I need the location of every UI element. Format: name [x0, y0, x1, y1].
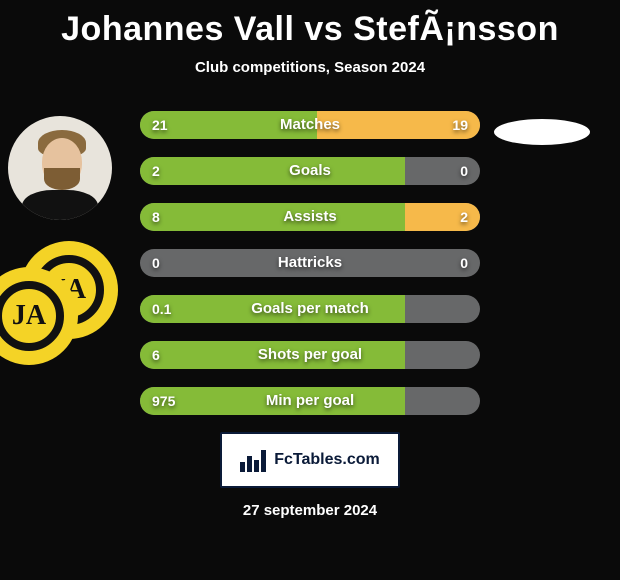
player-right-placeholder	[494, 119, 590, 145]
brand-text: FcTables.com	[274, 451, 380, 469]
stat-row: 0.1Goals per match	[140, 295, 480, 323]
player-left-avatar	[8, 116, 112, 220]
comparison-area: JA JA 2119Matches20Goals82Assists00Hattr…	[0, 111, 620, 431]
stat-row: 00Hattricks	[140, 249, 480, 277]
stat-row: 82Assists	[140, 203, 480, 231]
stat-row: 975Min per goal	[140, 387, 480, 415]
stat-label: Goals per match	[140, 295, 480, 323]
stat-row: 20Goals	[140, 157, 480, 185]
stat-row: 6Shots per goal	[140, 341, 480, 369]
stat-label: Hattricks	[140, 249, 480, 277]
club-badge-right-text: JA	[0, 281, 64, 351]
stat-label: Shots per goal	[140, 341, 480, 369]
brand-logo: FcTables.com	[220, 432, 400, 488]
date-label: 27 september 2024	[0, 502, 620, 519]
stat-label: Min per goal	[140, 387, 480, 415]
stat-label: Assists	[140, 203, 480, 231]
subtitle: Club competitions, Season 2024	[0, 59, 620, 76]
page-title: Johannes Vall vs StefÃ¡nsson	[0, 0, 620, 49]
stat-label: Goals	[140, 157, 480, 185]
stat-label: Matches	[140, 111, 480, 139]
chart-icon	[240, 448, 268, 472]
stat-row: 2119Matches	[140, 111, 480, 139]
stat-bars: 2119Matches 20Goals 82Assists 00Hattricks 0.…	[140, 111, 480, 433]
